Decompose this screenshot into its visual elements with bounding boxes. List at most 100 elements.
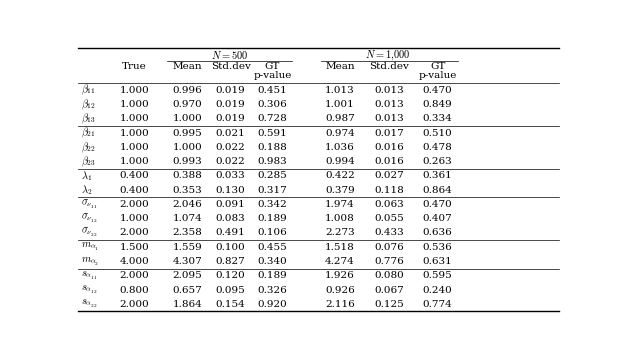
Text: 0.055: 0.055 (374, 214, 404, 223)
Text: 0.016: 0.016 (374, 143, 404, 152)
Text: 0.022: 0.022 (215, 143, 245, 152)
Text: 0.019: 0.019 (215, 114, 245, 123)
Text: 0.130: 0.130 (215, 186, 245, 195)
Text: 0.361: 0.361 (423, 172, 453, 180)
Text: 0.063: 0.063 (374, 200, 404, 209)
Text: 0.340: 0.340 (258, 257, 288, 266)
Text: 0.470: 0.470 (423, 200, 453, 209)
Text: 0.317: 0.317 (258, 186, 288, 195)
Text: 1.036: 1.036 (325, 143, 355, 152)
Text: 0.536: 0.536 (423, 243, 453, 252)
Text: 0.263: 0.263 (423, 157, 453, 166)
Text: $\beta_{11}$: $\beta_{11}$ (81, 83, 96, 97)
Text: 0.379: 0.379 (325, 186, 355, 195)
Text: 0.800: 0.800 (119, 286, 149, 294)
Text: 0.013: 0.013 (374, 114, 404, 123)
Text: 0.125: 0.125 (374, 300, 404, 309)
Text: 0.388: 0.388 (173, 172, 202, 180)
Text: 0.451: 0.451 (258, 86, 288, 95)
Text: 2.095: 2.095 (173, 271, 202, 280)
Text: 0.827: 0.827 (215, 257, 245, 266)
Text: p-value: p-value (253, 71, 292, 80)
Text: 1.000: 1.000 (119, 114, 149, 123)
Text: $\beta_{22}$: $\beta_{22}$ (81, 140, 96, 155)
Text: 0.240: 0.240 (423, 286, 453, 294)
Text: 2.046: 2.046 (173, 200, 202, 209)
Text: 0.774: 0.774 (423, 300, 453, 309)
Text: 0.100: 0.100 (215, 243, 245, 252)
Text: 0.021: 0.021 (215, 128, 245, 138)
Text: 0.154: 0.154 (215, 300, 245, 309)
Text: 0.595: 0.595 (423, 271, 453, 280)
Text: 0.013: 0.013 (374, 86, 404, 95)
Text: 0.987: 0.987 (325, 114, 355, 123)
Text: 2.116: 2.116 (325, 300, 355, 309)
Text: $\beta_{12}$: $\beta_{12}$ (81, 97, 96, 112)
Text: 0.631: 0.631 (423, 257, 453, 266)
Text: 0.016: 0.016 (374, 157, 404, 166)
Text: 1.013: 1.013 (325, 86, 355, 95)
Text: 2.000: 2.000 (119, 271, 149, 280)
Text: 1.500: 1.500 (119, 243, 149, 252)
Text: 1.000: 1.000 (119, 143, 149, 152)
Text: 1.864: 1.864 (173, 300, 202, 309)
Text: 1.000: 1.000 (119, 214, 149, 223)
Text: 0.285: 0.285 (258, 172, 288, 180)
Text: 0.974: 0.974 (325, 128, 355, 138)
Text: 0.083: 0.083 (215, 214, 245, 223)
Text: 1.000: 1.000 (173, 143, 202, 152)
Text: 0.033: 0.033 (215, 172, 245, 180)
Text: GT: GT (430, 62, 445, 71)
Text: 0.657: 0.657 (173, 286, 202, 294)
Text: 0.996: 0.996 (173, 86, 202, 95)
Text: $\sigma_{\nu_{11}}$: $\sigma_{\nu_{11}}$ (81, 198, 97, 211)
Text: 0.995: 0.995 (173, 128, 202, 138)
Text: 1.000: 1.000 (173, 114, 202, 123)
Text: 0.994: 0.994 (325, 157, 355, 166)
Text: 0.636: 0.636 (423, 228, 453, 238)
Text: 1.008: 1.008 (325, 214, 355, 223)
Text: $\sigma_{\nu_{22}}$: $\sigma_{\nu_{22}}$ (81, 227, 98, 239)
Text: 0.422: 0.422 (325, 172, 355, 180)
Text: 0.095: 0.095 (215, 286, 245, 294)
Text: $s_{\alpha_{22}}$: $s_{\alpha_{22}}$ (81, 298, 98, 310)
Text: 0.849: 0.849 (423, 100, 453, 109)
Text: $m_{\alpha_2}$: $m_{\alpha_2}$ (81, 256, 99, 268)
Text: 2.273: 2.273 (325, 228, 355, 238)
Text: 0.022: 0.022 (215, 157, 245, 166)
Text: 0.407: 0.407 (423, 214, 453, 223)
Text: 0.353: 0.353 (173, 186, 202, 195)
Text: 2.000: 2.000 (119, 228, 149, 238)
Text: 1.559: 1.559 (173, 243, 202, 252)
Text: $m_{\alpha_1}$: $m_{\alpha_1}$ (81, 241, 99, 253)
Text: 0.326: 0.326 (258, 286, 288, 294)
Text: 0.118: 0.118 (374, 186, 404, 195)
Text: 0.478: 0.478 (423, 143, 453, 152)
Text: 1.926: 1.926 (325, 271, 355, 280)
Text: 0.019: 0.019 (215, 100, 245, 109)
Text: 0.120: 0.120 (215, 271, 245, 280)
Text: 4.000: 4.000 (119, 257, 149, 266)
Text: 4.274: 4.274 (325, 257, 355, 266)
Text: 0.993: 0.993 (173, 157, 202, 166)
Text: $\lambda_{1}$: $\lambda_{1}$ (81, 169, 93, 183)
Text: 4.307: 4.307 (173, 257, 202, 266)
Text: 0.106: 0.106 (258, 228, 288, 238)
Text: 1.518: 1.518 (325, 243, 355, 252)
Text: 2.000: 2.000 (119, 200, 149, 209)
Text: Std.dev: Std.dev (211, 62, 251, 71)
Text: 1.001: 1.001 (325, 100, 355, 109)
Text: 0.306: 0.306 (258, 100, 288, 109)
Text: 0.189: 0.189 (258, 214, 288, 223)
Text: 0.189: 0.189 (258, 271, 288, 280)
Text: 0.400: 0.400 (119, 186, 149, 195)
Text: 1.000: 1.000 (119, 86, 149, 95)
Text: 0.027: 0.027 (374, 172, 404, 180)
Text: 0.067: 0.067 (374, 286, 404, 294)
Text: 0.728: 0.728 (258, 114, 288, 123)
Text: 0.017: 0.017 (374, 128, 404, 138)
Text: GT: GT (265, 62, 280, 71)
Text: 0.776: 0.776 (374, 257, 404, 266)
Text: 0.920: 0.920 (258, 300, 288, 309)
Text: $N = 1{,}000$: $N = 1{,}000$ (365, 49, 410, 62)
